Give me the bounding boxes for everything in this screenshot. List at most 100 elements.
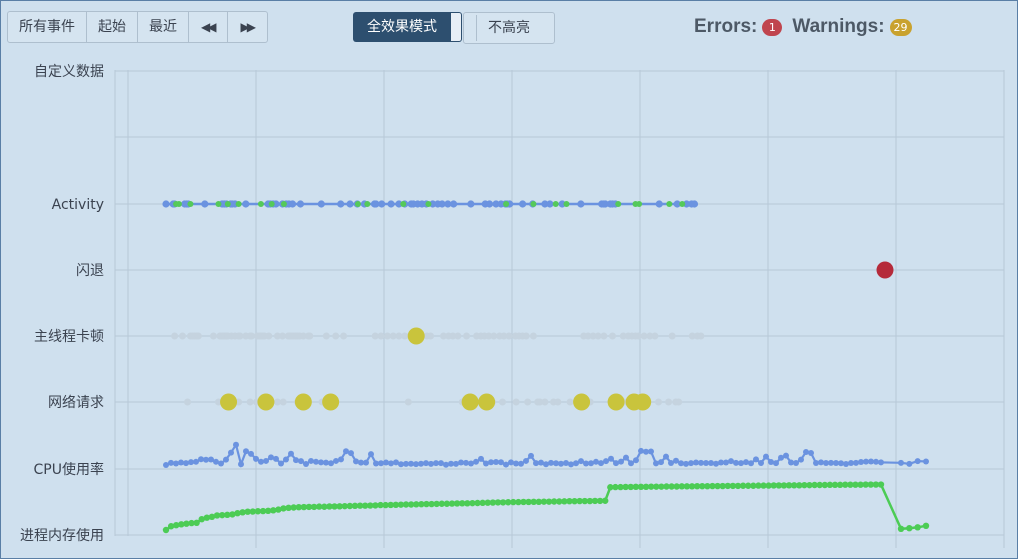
memory-point [653,483,660,490]
cpu-point [583,460,589,467]
network-point [498,398,506,406]
activity-point-alt [268,201,275,207]
activity-point [444,200,452,208]
memory-point [459,500,466,507]
cpu-point [643,448,649,455]
cpu-point [618,458,624,465]
memory-point [602,497,609,504]
memory-point [407,501,415,508]
cpu-point [233,441,239,448]
main-thread-point [485,332,493,340]
memory-point [922,522,930,529]
memory-point [423,500,430,508]
all-events-button[interactable]: 所有事件 [7,11,87,43]
main-thread-point [463,332,471,340]
recent-button[interactable]: 最近 [137,11,189,43]
cpu-point [263,457,269,464]
cpu-point [218,460,224,467]
full-effect-mode-button[interactable]: 全效果模式 [353,12,451,42]
memory-point [591,497,599,505]
cpu-point [593,458,599,465]
row-label: CPU使用率 [34,461,104,478]
memory-point [499,499,507,506]
memory-point [734,482,742,490]
memory-point [178,521,185,528]
cpu-point [923,458,929,465]
activity-point [337,200,345,208]
cpu-point [868,458,874,465]
cpu-point [363,459,369,466]
cpu-point [793,459,799,466]
memory-point [183,520,190,527]
memory-point [678,483,686,490]
cpu-point [853,459,859,466]
main-thread-point [278,332,286,340]
activity-point [601,200,609,208]
next-button[interactable]: ▶▶ [227,11,268,43]
activity-point-alt [552,201,559,207]
memory-point [392,501,400,508]
cpu-point [283,456,289,463]
no-highlight-button[interactable]: 不高亮 [463,12,555,44]
memory-point [852,481,859,488]
mode-toggle-switch[interactable] [451,12,462,42]
cpu-point [778,454,784,461]
memory-point [821,481,829,489]
memory-point [208,513,216,520]
cpu-point [858,458,864,465]
activity-point-alt [235,201,242,207]
cpu-point [403,460,409,467]
activity-point-alt [187,201,194,207]
event-toolbar: 所有事件 起始 最近 ◀◀ ▶▶ [7,11,268,43]
activity-point-alt [636,201,643,207]
cpu-point [878,459,884,466]
memory-point [914,524,921,531]
memory-point [739,482,747,489]
cpu-point [368,451,374,458]
network-point [541,398,549,406]
memory-point [642,483,650,490]
row-label: 网络请求 [48,395,104,411]
main-thread-point [395,332,403,340]
memory-point [259,507,267,515]
cpu-point [358,459,364,466]
cpu-point [823,459,829,466]
memory-point [790,482,798,489]
memory-point [290,504,297,511]
main-thread-point [322,332,330,340]
memory-point [760,482,767,489]
cpu-point [168,459,174,466]
warnings-label: Warnings: [792,16,885,37]
cpu-point [693,459,699,466]
row-label: 主线程卡顿 [34,329,104,345]
memory-point [831,481,839,489]
activity-point-alt [257,201,264,207]
cpu-point [398,461,404,468]
activity-point [541,200,549,208]
cpu-point [673,457,679,464]
start-button[interactable]: 起始 [86,11,138,43]
main-thread-point [427,332,435,340]
cpu-point [663,453,669,460]
memory-point [540,498,548,505]
memory-point [239,509,246,516]
cpu-point [578,458,584,465]
warnings-count-badge[interactable]: 29 [889,18,912,36]
cpu-point [248,450,254,457]
main-thread-point [209,332,217,340]
cpu-point [563,459,569,466]
activity-point-alt [354,201,361,207]
activity-point-alt [364,201,371,207]
cpu-point [453,460,459,467]
memory-point [755,482,762,489]
main-thread-point [600,332,608,340]
memory-point [193,519,200,526]
memory-point [198,516,205,523]
cpu-point [828,459,834,466]
memory-point [428,500,435,508]
main-thread-point [401,332,409,340]
memory-point [801,481,808,489]
memory-point [811,481,818,489]
errors-count-badge[interactable]: 1 [762,18,783,36]
